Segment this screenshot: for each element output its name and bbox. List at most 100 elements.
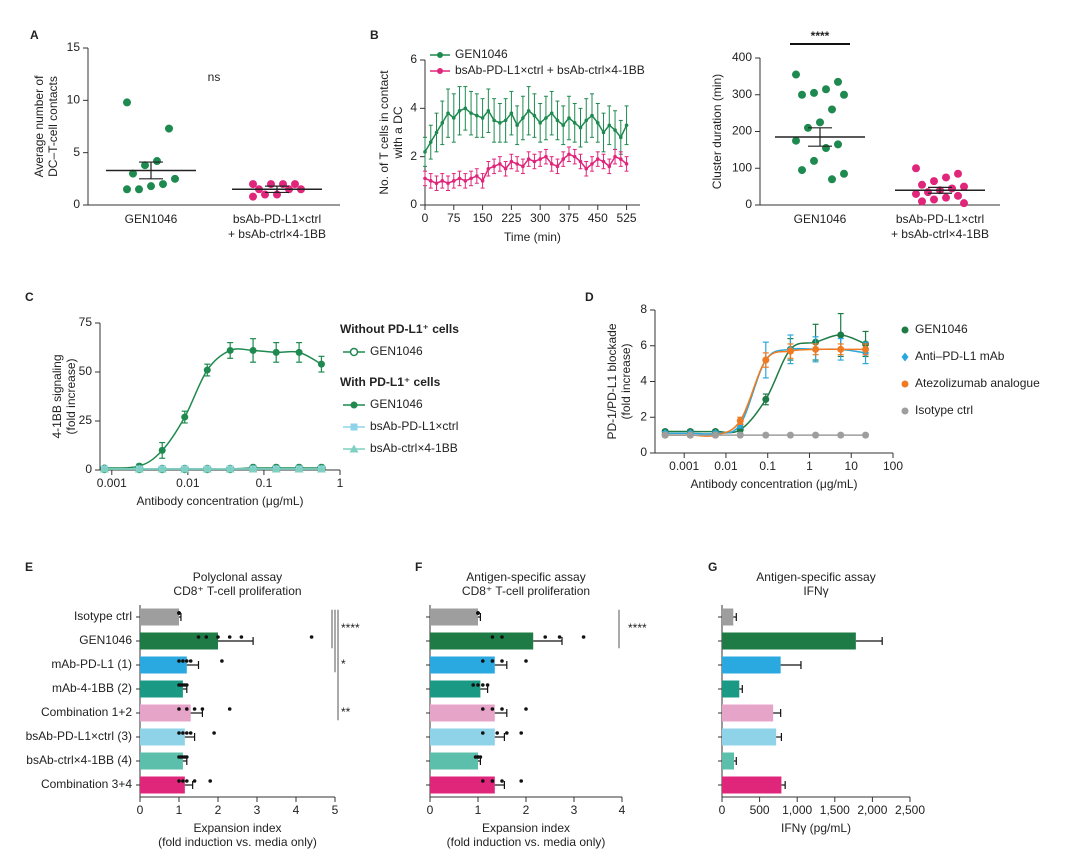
data-point bbox=[428, 140, 433, 144]
data-point bbox=[500, 659, 504, 663]
data-point bbox=[469, 176, 473, 181]
data-point bbox=[613, 128, 617, 132]
y-tick-label: 10 bbox=[67, 93, 81, 107]
data-point bbox=[828, 175, 836, 184]
chart-title: CD8⁺ T-cell proliferation bbox=[462, 584, 590, 598]
bar bbox=[430, 776, 495, 794]
data-point bbox=[129, 169, 137, 178]
legend-label: bsAb-PD-L1×ctrl bbox=[370, 419, 458, 433]
data-point bbox=[227, 635, 232, 639]
x-tick-label: GEN1046 bbox=[794, 212, 847, 226]
data-point bbox=[509, 111, 514, 115]
data-point bbox=[177, 707, 181, 711]
legend-label: GEN1046 bbox=[915, 322, 968, 336]
x-tick-label: 225 bbox=[501, 211, 521, 225]
legend-marker bbox=[437, 68, 443, 74]
marker bbox=[271, 464, 281, 473]
y-tick-label: Combination 3+4 bbox=[41, 777, 132, 791]
data-point bbox=[561, 157, 566, 161]
marker bbox=[316, 464, 326, 473]
data-point bbox=[601, 159, 606, 164]
marker bbox=[812, 431, 820, 439]
annotation: ns bbox=[208, 70, 221, 84]
y-axis-label: Cluster duration (min) bbox=[710, 74, 724, 189]
x-tick-label: 0.01 bbox=[714, 459, 738, 473]
bar bbox=[722, 632, 856, 650]
marker bbox=[350, 401, 358, 409]
marker bbox=[837, 431, 845, 439]
data-point bbox=[960, 199, 968, 208]
bar bbox=[722, 776, 782, 794]
data-point bbox=[469, 111, 473, 115]
data-point bbox=[481, 659, 485, 663]
marker bbox=[736, 431, 744, 439]
data-point bbox=[810, 156, 818, 165]
y-tick-label: 4 bbox=[410, 101, 417, 115]
panel-label: A bbox=[30, 28, 39, 42]
legend-marker bbox=[437, 52, 443, 58]
data-point bbox=[930, 195, 938, 204]
x-tick-label: 1 bbox=[806, 459, 813, 473]
data-point bbox=[584, 118, 589, 123]
data-point bbox=[212, 731, 216, 735]
y-tick-label: 0 bbox=[85, 462, 92, 476]
x-tick-label: 1,000 bbox=[782, 803, 812, 817]
data-point bbox=[572, 121, 577, 125]
data-point bbox=[463, 179, 468, 183]
data-point bbox=[532, 159, 537, 164]
legend-label: Atezolizumab analogue bbox=[915, 376, 1040, 390]
data-point bbox=[476, 683, 480, 687]
data-point bbox=[434, 130, 439, 135]
marker bbox=[158, 446, 166, 454]
data-point bbox=[538, 157, 542, 161]
y-tick-label: 6 bbox=[640, 338, 647, 352]
marker bbox=[203, 366, 211, 374]
data-point bbox=[147, 182, 155, 191]
data-point bbox=[123, 98, 131, 107]
data-point bbox=[181, 779, 185, 783]
y-axis-label: (fold increase) bbox=[64, 358, 78, 434]
annotation: * bbox=[341, 657, 346, 671]
marker bbox=[762, 431, 770, 439]
x-tick-label: + bsAb-ctrl×4-1BB bbox=[228, 227, 326, 241]
data-point bbox=[954, 191, 962, 200]
chart-title: Polyclonal assay bbox=[193, 570, 282, 584]
data-point bbox=[942, 173, 950, 182]
chart-title: Antigen-specific assay bbox=[466, 570, 585, 584]
marker bbox=[226, 346, 234, 354]
panel-label: C bbox=[25, 290, 34, 304]
data-point bbox=[912, 164, 920, 173]
data-point bbox=[822, 85, 830, 94]
y-tick-label: 4 bbox=[640, 374, 647, 388]
series-line bbox=[424, 107, 628, 153]
chart-title: IFNγ bbox=[803, 584, 828, 598]
data-point bbox=[515, 123, 519, 128]
data-point bbox=[490, 707, 495, 711]
data-point bbox=[509, 159, 514, 164]
x-tick-label: 2 bbox=[215, 803, 222, 817]
y-tick-label: bsAb-ctrl×4-1BB (4) bbox=[26, 753, 132, 767]
x-axis-label: Expansion index bbox=[482, 821, 570, 835]
x-tick-label: 1 bbox=[475, 803, 482, 817]
data-point bbox=[613, 154, 617, 159]
data-point bbox=[177, 779, 181, 783]
y-tick-label: Isotype ctrl bbox=[74, 609, 132, 623]
x-tick-label: 150 bbox=[473, 211, 493, 225]
x-tick-label: 4 bbox=[619, 803, 626, 817]
marker bbox=[736, 417, 744, 425]
data-point bbox=[159, 180, 167, 189]
chart-title: Antigen-specific assay bbox=[756, 570, 875, 584]
y-tick-label: 200 bbox=[732, 124, 752, 138]
y-tick-label: 75 bbox=[79, 315, 93, 329]
data-point bbox=[451, 116, 456, 120]
data-point bbox=[279, 180, 287, 189]
data-point bbox=[544, 154, 548, 159]
data-point bbox=[481, 731, 485, 735]
y-axis-label: with a DC bbox=[391, 106, 405, 159]
data-point bbox=[500, 779, 504, 783]
data-point bbox=[798, 90, 806, 99]
y-tick-label: 6 bbox=[410, 52, 417, 66]
data-point bbox=[567, 116, 571, 120]
data-point bbox=[249, 192, 257, 201]
data-point bbox=[515, 162, 519, 166]
